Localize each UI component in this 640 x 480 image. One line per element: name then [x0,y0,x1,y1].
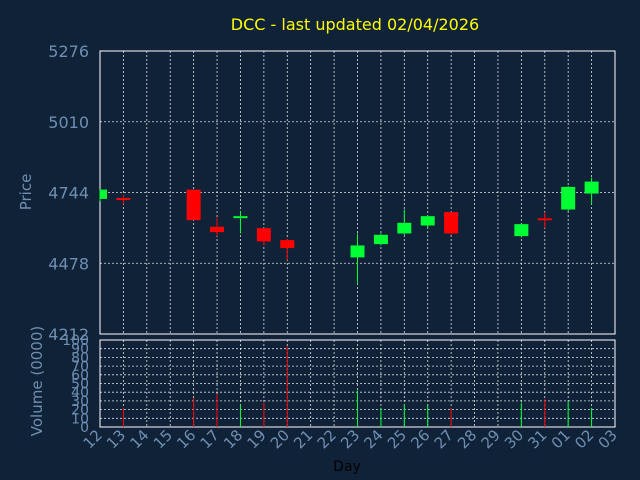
candle-body [514,224,529,237]
x-tick-label: 14 [126,426,152,452]
x-tick-label: 22 [314,426,340,452]
price-tick-label: 4212 [48,325,89,344]
volume-axis-label: Volume (0000) [28,326,46,436]
candle-body [233,216,248,219]
candle-body [186,189,201,221]
volume-tick-label: 60 [71,368,89,384]
volume-tick-label: 50 [71,377,89,393]
candle-body [100,189,107,199]
x-tick-label: 03 [595,426,621,452]
volume-tick-label: 90 [71,342,89,358]
x-axis-label: Day [333,459,361,475]
price-axis-label: Price [17,174,35,211]
x-tick-label: 27 [431,426,457,452]
candle-body [537,218,552,221]
candle-body [397,222,412,234]
x-tick-label: 16 [173,426,199,452]
volume-tick-label: 20 [71,403,89,419]
x-tick-label: 25 [384,426,410,452]
x-tick-label: 30 [501,426,527,452]
x-tick-label: 31 [524,426,550,452]
chart-title: DCC - last updated 02/04/2026 [231,15,479,34]
x-tick-label: 19 [243,426,269,452]
x-tick-label: 02 [571,426,597,452]
candle-body [420,216,435,226]
price-tick-label: 5276 [48,42,89,61]
x-tick-label: 23 [337,426,363,452]
x-tick-label: 21 [290,426,316,452]
candle-body [584,181,599,194]
price-tick-label: 4744 [48,184,89,203]
candle-body [350,245,365,258]
x-tick-label: 17 [197,426,223,452]
candle-body [210,226,225,233]
x-tick-label: 26 [407,426,433,452]
volume-tick-label: 80 [71,350,89,366]
volume-tick-label: 70 [71,359,89,375]
x-tick-label: 18 [220,426,246,452]
candle-body [373,234,388,245]
volume-tick-label: 10 [71,411,89,427]
volume-tick-label: 100 [62,333,89,349]
volume-tick-label: 0 [80,420,89,436]
x-tick-label: 13 [103,426,129,452]
price-tick-label: 5010 [48,113,89,132]
candle-body [256,228,271,242]
x-tick-label: 15 [150,426,176,452]
x-tick-label: 24 [361,426,387,452]
candle-body [561,186,576,210]
x-tick-label: 01 [548,426,574,452]
volume-tick-label: 30 [71,394,89,410]
volume-tick-label: 40 [71,385,89,401]
candle-body [444,212,459,234]
candle-body [280,240,295,249]
x-tick-label: 28 [454,426,480,452]
price-tick-label: 4478 [48,254,89,273]
x-tick-label: 29 [478,426,504,452]
candle-body [116,198,131,201]
x-tick-label: 20 [267,426,293,452]
